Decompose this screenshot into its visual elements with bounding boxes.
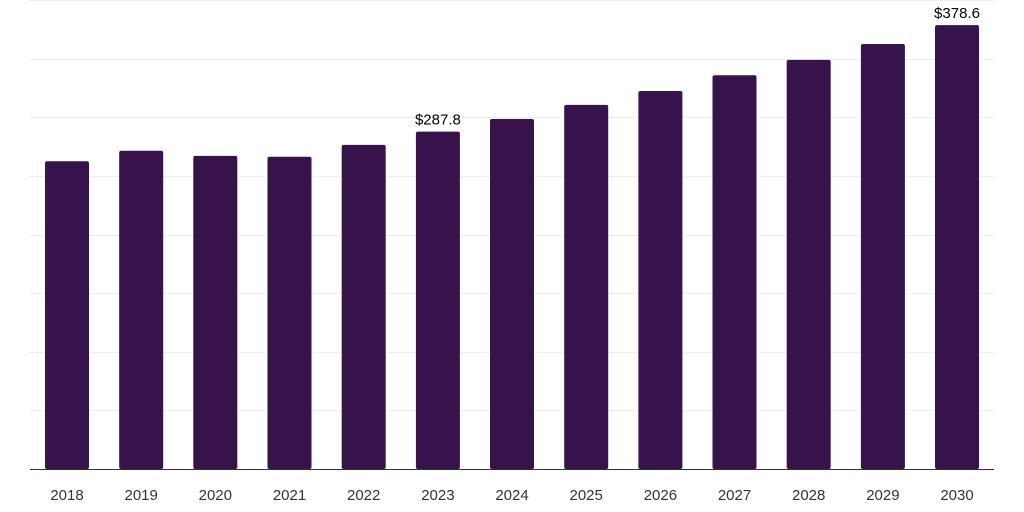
- x-tick-label: 2025: [570, 487, 603, 504]
- bar-2025[interactable]: [564, 104, 609, 470]
- x-tick-label: 2019: [125, 487, 158, 504]
- bar-2019[interactable]: [119, 150, 164, 469]
- data-labels: $287.8 $378.6: [415, 5, 980, 129]
- x-tick-label: 2029: [866, 487, 899, 504]
- bar-2023[interactable]: [415, 131, 460, 469]
- x-tick-label: 2027: [718, 487, 751, 504]
- x-tick-label: 2026: [644, 487, 677, 504]
- bar-2022[interactable]: [341, 144, 386, 469]
- x-tick-label: 2020: [199, 487, 232, 504]
- x-tick-labels: 2018 2019 2020 2021 2022 2023 2024 2025 2026 2027…: [50, 487, 973, 504]
- bar-2021[interactable]: [267, 156, 312, 470]
- x-tick-label: 2030: [940, 487, 973, 504]
- bar-2020[interactable]: [193, 155, 238, 469]
- x-tick-label: 2023: [421, 487, 454, 504]
- x-tick-label: 2028: [792, 487, 825, 504]
- bar-2024[interactable]: [490, 119, 534, 469]
- bar-2026[interactable]: [638, 91, 683, 469]
- x-tick-label: 2021: [273, 487, 306, 504]
- bar-2030[interactable]: [935, 25, 979, 469]
- x-tick-label: 2018: [50, 487, 83, 504]
- bar-2018[interactable]: [45, 161, 89, 469]
- data-label: $378.6: [934, 5, 980, 22]
- data-label: $287.8: [415, 112, 461, 129]
- bar-2028[interactable]: [786, 59, 831, 470]
- bars: [45, 25, 979, 470]
- bar-2029[interactable]: [860, 44, 905, 469]
- x-tick-label: 2022: [347, 487, 380, 504]
- bar-2027[interactable]: [712, 75, 757, 470]
- x-tick-label: 2024: [495, 487, 528, 504]
